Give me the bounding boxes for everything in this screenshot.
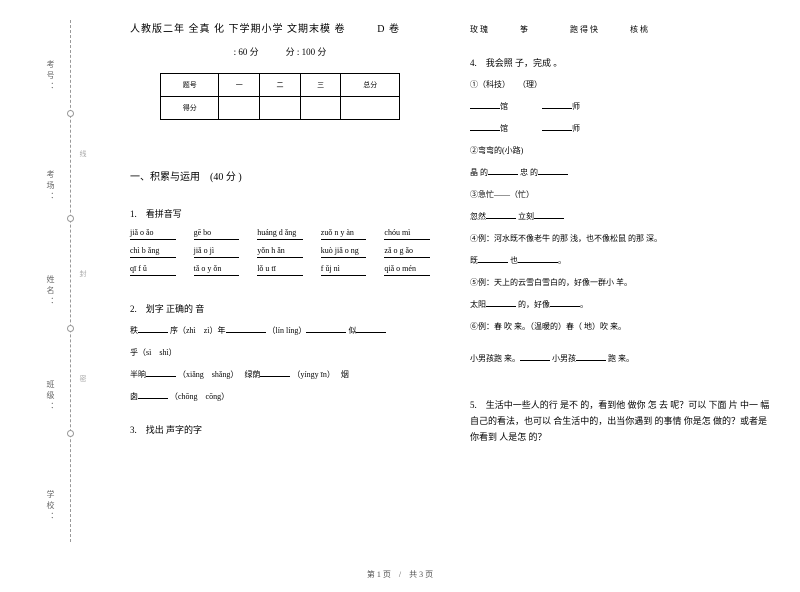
margin-annot: 密 xyxy=(78,375,88,386)
pinyin: jiǎ o jì xyxy=(194,246,240,258)
blank xyxy=(260,367,290,377)
text-line: 乎（sì shì） xyxy=(130,345,430,361)
blank xyxy=(542,99,572,109)
text-line: ④例：河水既不像老牛 的那 浅，也不像松鼠 的那 深。 xyxy=(470,231,770,247)
pinyin: chóu mì xyxy=(384,228,430,240)
th: 二 xyxy=(260,74,301,97)
blank xyxy=(478,253,508,263)
margin-label: 姓名： xyxy=(45,275,56,308)
text-line: ①（科技） （理） xyxy=(470,77,770,93)
blank xyxy=(488,165,518,175)
question-title: 3. 找出 声字的字 xyxy=(130,423,430,436)
pinyin: kuò jiǎ o ng xyxy=(321,246,367,258)
blank xyxy=(486,209,516,219)
blank xyxy=(550,297,580,307)
text-line: 馆 师 xyxy=(470,121,770,137)
blank xyxy=(520,351,550,361)
subtitle: : 60 分 分 : 100 分 xyxy=(130,45,430,58)
margin-mark xyxy=(67,325,74,332)
margin-annot: 封 xyxy=(78,270,88,281)
cell xyxy=(341,97,400,120)
blank xyxy=(470,121,500,131)
text-line: 忽然 立刻 xyxy=(470,209,770,225)
margin-label: 学校： xyxy=(45,490,56,523)
margin-label: 班级： xyxy=(45,380,56,413)
th: 三 xyxy=(300,74,341,97)
blank xyxy=(576,351,606,361)
blank xyxy=(486,297,516,307)
margin-mark xyxy=(67,215,74,222)
blank xyxy=(146,367,176,377)
text-line: ⑤例：天上的云雪白雪白的，好像一群小 羊。 xyxy=(470,275,770,291)
text-line: 馆 师 xyxy=(470,99,770,115)
pinyin: gē bo xyxy=(194,228,240,240)
pinyin: zǎ o g ǎo xyxy=(384,246,430,258)
th: 一 xyxy=(219,74,260,97)
question-title: 4. 我会照 子，完成 。 xyxy=(470,56,770,69)
pinyin: f ǔj nì xyxy=(321,264,367,276)
question-title: 1. 看拼音写 xyxy=(130,207,430,220)
blank xyxy=(226,323,266,333)
text-line: 晶 的 忠 的 xyxy=(470,165,770,181)
text-line: 既 也。 xyxy=(470,253,770,269)
text-line: ③急忙——（忙） xyxy=(470,187,770,203)
margin-label: 考场： xyxy=(45,170,56,203)
th: 题号 xyxy=(161,74,219,97)
th: 得分 xyxy=(161,97,219,120)
cell xyxy=(219,97,260,120)
text-line: ⑥例：春 吹 来。（温暖的）春（ 地）吹 来。 xyxy=(470,319,770,335)
blank xyxy=(470,99,500,109)
right-column: 玫瑰 筝 跑得快 核桃 4. 我会照 子，完成 。 ①（科技） （理） 馆 师 … xyxy=(470,20,770,582)
title-right: D 卷 xyxy=(377,20,400,35)
text-line: 太阳 的，好像。 xyxy=(470,297,770,313)
text-line: 秩 序（zhì zì）年 （lín líng） 似 xyxy=(130,323,430,339)
exam-title: 人教版二年 全真 化 下学期小学 文期末模 卷 D 卷 xyxy=(130,20,430,35)
pinyin: chì b ǎng xyxy=(130,246,176,258)
left-column: 人教版二年 全真 化 下学期小学 文期末模 卷 D 卷 : 60 分 分 : 1… xyxy=(130,20,430,582)
cell xyxy=(300,97,341,120)
page-footer: 第 1 页 / 共 3 页 xyxy=(0,569,800,580)
text-line: 小男孩跑 来。 小男孩 跑 来。 xyxy=(470,351,770,367)
pinyin: jiǎ o ǎo xyxy=(130,228,176,240)
blank xyxy=(306,323,346,333)
pinyin: zuǒ n y àn xyxy=(321,228,367,240)
cell xyxy=(260,97,301,120)
pinyin: qī f ǔ xyxy=(130,264,176,276)
pinyin: huáng d ǎng xyxy=(257,228,303,240)
text-line: 囱 （chōng cōng） xyxy=(130,389,430,405)
th: 总分 xyxy=(341,74,400,97)
margin-label: 考号： xyxy=(45,60,56,93)
title-left: 人教版二年 全真 化 下学期小学 文期末模 卷 xyxy=(130,24,346,35)
score-table: 题号 一 二 三 总分 得分 xyxy=(160,73,400,120)
margin-mark xyxy=(67,430,74,437)
text-line: 半晌 （xiǎng shǎng） 绿荫 （yíngy īn） 烟 xyxy=(130,367,430,383)
content-area: 人教版二年 全真 化 下学期小学 文期末模 卷 D 卷 : 60 分 分 : 1… xyxy=(100,0,800,592)
text-line: ②弯弯的(小路) xyxy=(470,143,770,159)
pinyin: tǎ o y ǒn xyxy=(194,264,240,276)
margin-mark xyxy=(67,110,74,117)
question-text: 5. 生活中一些人的行 是不 的，看到他 做你 怎 去 呢？可以 下面 片 中一… xyxy=(470,397,770,446)
pinyin: qiǎ o mén xyxy=(384,264,430,276)
pinyin-grid: jiǎ o ǎo gē bo huáng d ǎng zuǒ n y àn ch… xyxy=(130,228,430,276)
pinyin: yǒn h ǎn xyxy=(257,246,303,258)
binding-margin: 考号： 线 考场： 封 姓名： 密 班级： 学校： xyxy=(0,0,100,592)
blank xyxy=(518,253,558,263)
section-heading: 一、积累与运用 (40 分 ) xyxy=(130,168,430,183)
blank xyxy=(138,323,168,333)
blank xyxy=(534,209,564,219)
word-row: 玫瑰 筝 跑得快 核桃 xyxy=(470,22,770,38)
blank xyxy=(138,389,168,399)
blank xyxy=(542,121,572,131)
margin-annot: 线 xyxy=(78,150,88,161)
pinyin: lǒ u tī xyxy=(257,264,303,276)
blank xyxy=(356,323,386,333)
question-title: 2. 划字 正确的 音 xyxy=(130,302,430,315)
margin-line xyxy=(70,20,71,542)
blank xyxy=(538,165,568,175)
